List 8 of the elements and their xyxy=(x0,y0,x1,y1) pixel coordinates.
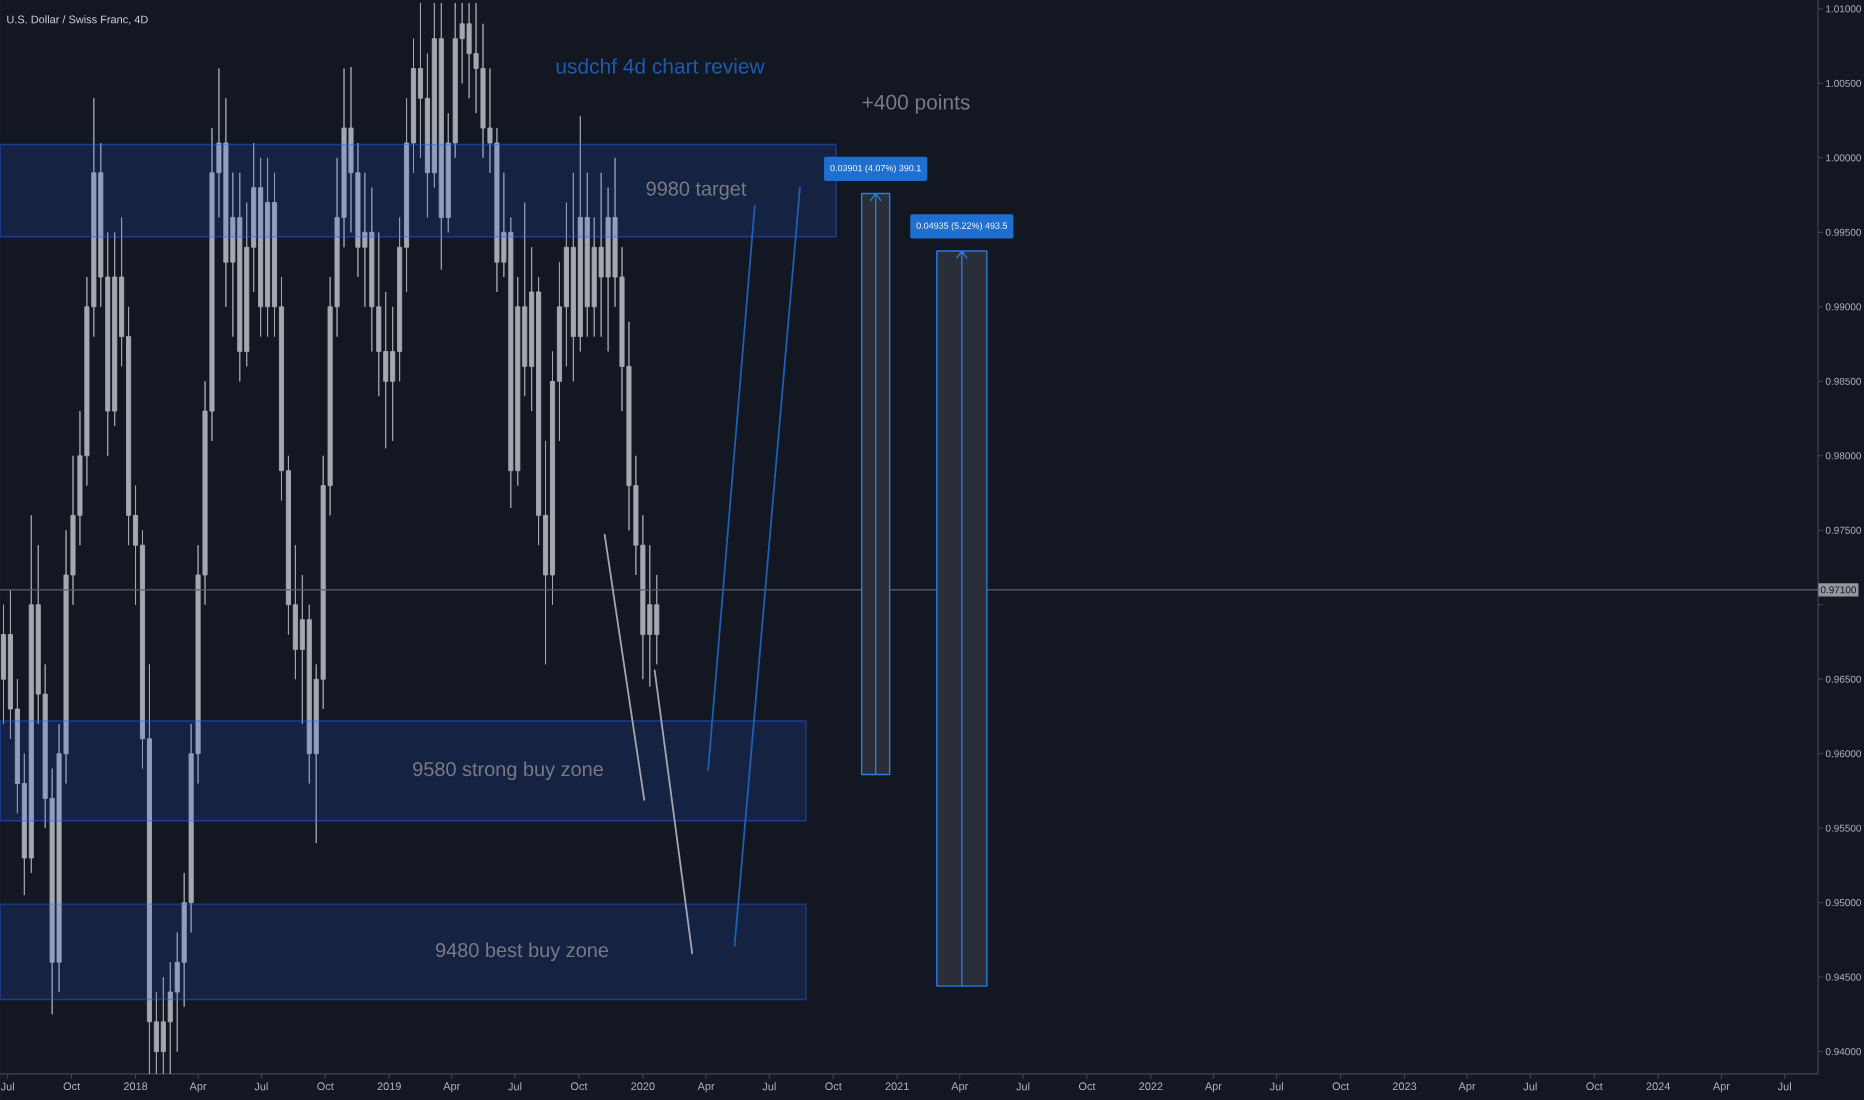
annotation: usdchf 4d chart review xyxy=(556,58,765,74)
band-label: 9580 strong buy zone xyxy=(413,761,603,781)
candlestick xyxy=(237,172,243,382)
candlestick xyxy=(265,157,271,338)
annotation: +400 points xyxy=(862,94,970,114)
candlestick xyxy=(438,2,444,271)
band-label: 9480 best buy zone xyxy=(435,942,609,962)
band-label: 9980 target xyxy=(646,181,747,200)
